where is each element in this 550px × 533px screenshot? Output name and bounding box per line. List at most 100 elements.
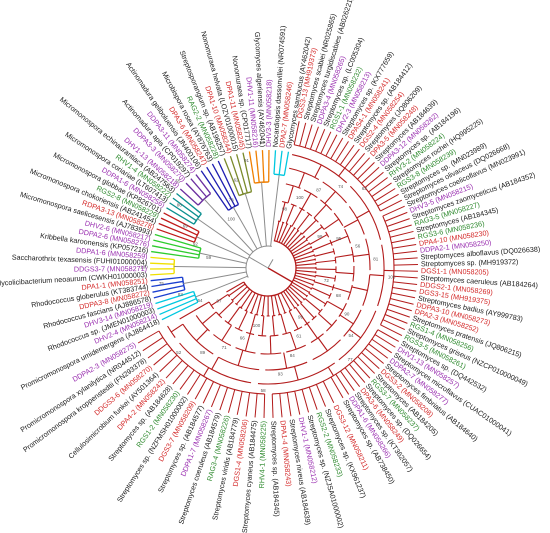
bootstrap-value: 93: [278, 371, 284, 376]
tree-branch: [380, 324, 403, 337]
tree-branch: [202, 381, 215, 404]
tree-branch: [166, 207, 195, 225]
bootstrap-value: 100: [253, 323, 261, 328]
tree-branch: [153, 349, 173, 366]
tree-branch: [193, 301, 210, 312]
tree-branch: [249, 314, 256, 334]
tree-branch: [368, 343, 389, 359]
tree-arc: [195, 315, 210, 332]
tree-branch: [202, 311, 217, 325]
tree-branch: [160, 217, 198, 236]
tree-branch: [290, 283, 308, 297]
tree-branch: [245, 292, 256, 311]
tree-arc: [322, 181, 347, 204]
tree-branch: [256, 295, 262, 315]
tree-branch: [300, 302, 315, 319]
tree-branch: [210, 293, 229, 306]
tree-branch: [221, 325, 232, 341]
bootstrap-value: 72: [324, 278, 330, 283]
tree-branch: [236, 288, 251, 305]
bootstrap-value: 91: [244, 158, 250, 163]
tree-branch: [305, 226, 323, 240]
tree-branch: [179, 310, 194, 320]
tree-branch: [295, 272, 316, 278]
tree-branch: [152, 284, 184, 293]
tree-arc: [328, 292, 332, 299]
tree-branch: [391, 292, 416, 299]
bootstrap-value: 66: [240, 336, 246, 341]
tree-branch: [393, 250, 418, 255]
tree-branch: [343, 219, 359, 228]
bootstrap-value: 62: [234, 178, 240, 183]
tree-branch: [382, 205, 405, 217]
tree-branch: [267, 267, 293, 283]
tree-branch: [290, 239, 308, 253]
tree-branch: [179, 369, 195, 390]
tree-branch: [344, 148, 360, 169]
tree-branch: [273, 150, 277, 175]
leaf-label: DGS1-1 (MN058205): [421, 266, 489, 276]
tree-branch: [287, 287, 302, 303]
tree-branch: [393, 281, 418, 286]
tree-branch: [242, 152, 253, 192]
tree-branch: [374, 334, 396, 348]
tree-branch: [391, 237, 416, 244]
tree-branch: [291, 281, 310, 293]
tree-branch: [308, 292, 327, 305]
tree-branch: [348, 363, 366, 383]
tree-branch: [197, 218, 251, 256]
tree-branch: [377, 193, 399, 207]
tree-branch: [330, 137, 344, 160]
tree-branch: [261, 295, 266, 316]
tree-branch: [183, 271, 247, 285]
tree-branch: [288, 285, 305, 300]
bootstrap-value: 97: [216, 299, 222, 304]
tree-branch: [377, 329, 400, 342]
tree-branch: [335, 271, 354, 275]
tree-arc: [179, 342, 252, 384]
tree-branch: [371, 338, 392, 354]
tree-branch: [288, 236, 305, 251]
tree-branch: [353, 253, 370, 257]
tree-branch: [293, 279, 312, 290]
tree-branch: [203, 198, 254, 253]
tree-branch: [254, 393, 258, 418]
tree-branch: [174, 265, 247, 269]
tree-branch: [390, 230, 414, 238]
tree-branch: [250, 294, 259, 314]
bootstrap-value: 57: [260, 140, 266, 145]
tree-branch: [285, 230, 299, 247]
tree-branch: [228, 283, 246, 297]
tree-branch: [386, 218, 410, 227]
tree-arc: [350, 246, 355, 263]
tree-branch: [304, 298, 321, 312]
tree-branch: [270, 174, 280, 247]
tree-arc: [255, 313, 259, 316]
bootstrap-value: 84: [290, 353, 296, 358]
tree-branch: [309, 126, 319, 150]
tree-branch: [200, 170, 229, 211]
tree-arc: [310, 333, 324, 343]
tree-branch: [172, 365, 189, 385]
bootstrap-value: 75: [159, 281, 165, 286]
tree-branch: [285, 289, 299, 306]
tree-branch: [298, 172, 305, 188]
tree-branch: [393, 257, 418, 260]
tree-arc: [158, 330, 265, 395]
tree-branch: [199, 252, 247, 264]
tree-branch: [287, 185, 294, 204]
tree-arc: [348, 206, 365, 235]
tree-branch: [393, 264, 418, 266]
tree-branch: [280, 314, 287, 334]
tree-arc: [257, 334, 267, 337]
bootstrap-value: 54: [349, 333, 355, 338]
tree-branch: [339, 144, 355, 166]
tree-branch: [330, 235, 349, 244]
bootstrap-value: 69: [183, 224, 189, 229]
tree-branch: [150, 262, 175, 265]
tree-branch: [323, 218, 340, 230]
tree-branch: [330, 376, 344, 399]
